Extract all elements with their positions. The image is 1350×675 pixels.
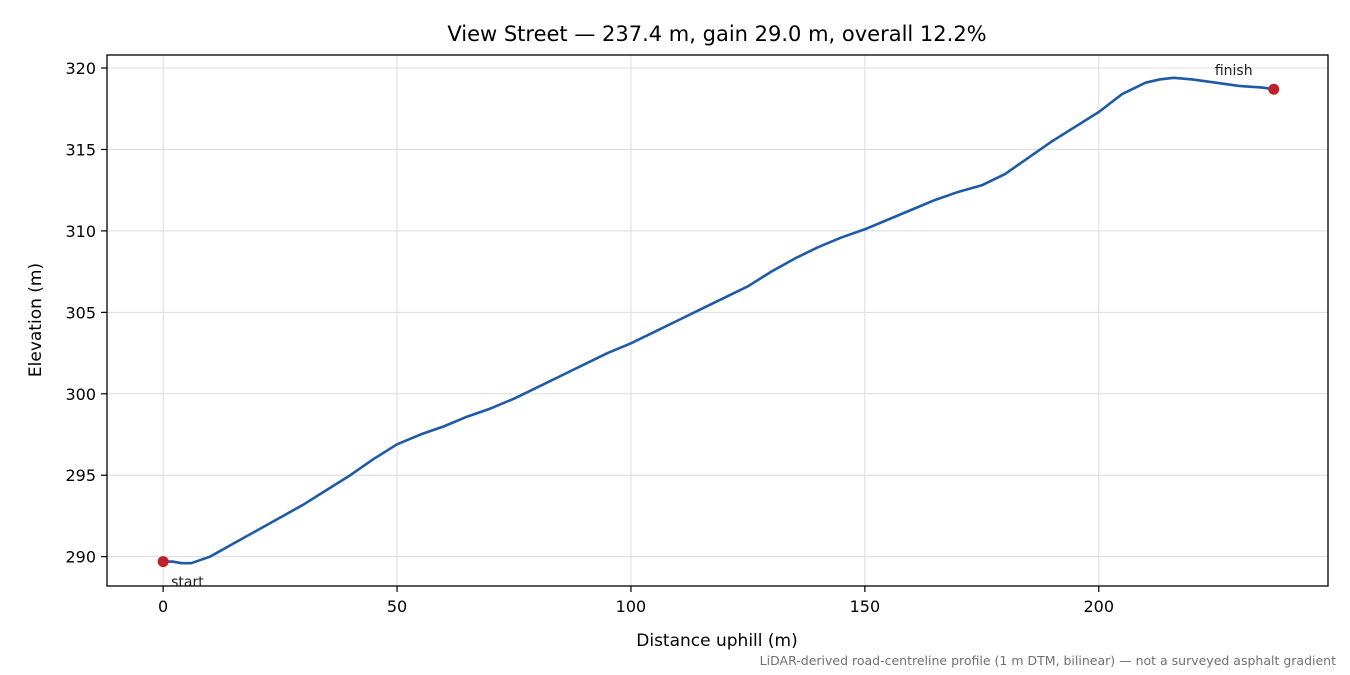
y-tick-label: 295 xyxy=(65,466,96,485)
x-tick-label: 200 xyxy=(1083,597,1114,616)
tick-layer: 0 50 100 150 200 290 295 300 305 310 315 320 xyxy=(65,59,1114,616)
y-tick-label: 300 xyxy=(65,385,96,404)
x-tick-label: 150 xyxy=(850,597,881,616)
elevation-line xyxy=(163,76,1274,565)
start-marker xyxy=(157,556,169,568)
x-tick-label: 50 xyxy=(387,597,407,616)
y-tick-label: 305 xyxy=(65,303,96,322)
chart-title: View Street — 237.4 m, gain 29.0 m, over… xyxy=(447,22,986,46)
x-tick-label: 0 xyxy=(158,597,168,616)
plot-frame xyxy=(106,54,1329,587)
finish-annotation: finish xyxy=(1215,63,1253,79)
y-tick-label: 290 xyxy=(65,548,96,567)
start-annotation: start xyxy=(171,575,204,591)
y-tick-label: 315 xyxy=(65,140,96,159)
y-tick-label: 310 xyxy=(65,222,96,241)
y-tick-label: 320 xyxy=(65,59,96,78)
footnote: LiDAR-derived road-centreline profile (1… xyxy=(760,653,1336,668)
y-axis-label: Elevation (m) xyxy=(26,263,46,377)
grid-layer xyxy=(107,55,1328,586)
finish-marker xyxy=(1268,83,1280,95)
x-tick-label: 100 xyxy=(616,597,647,616)
x-axis-label: Distance uphill (m) xyxy=(636,631,797,651)
